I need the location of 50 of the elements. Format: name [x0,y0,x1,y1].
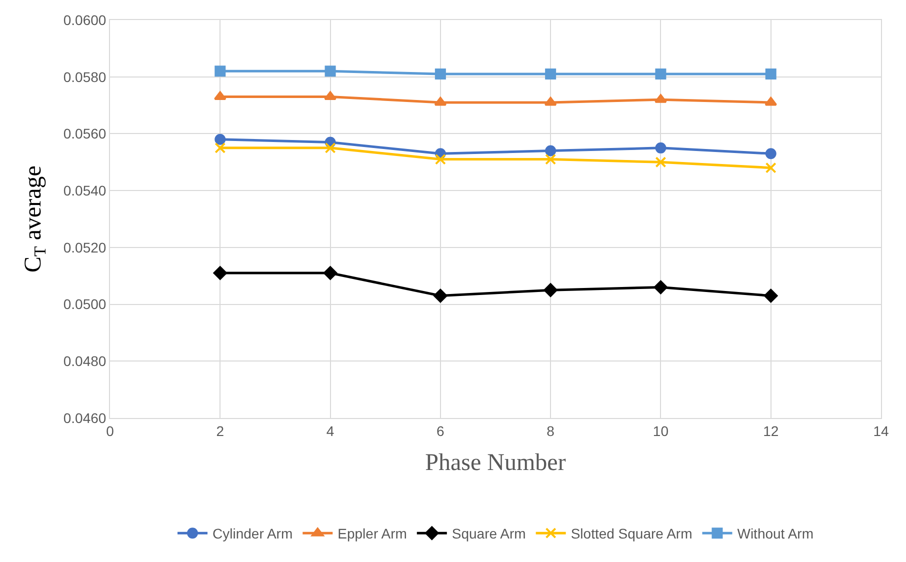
y-tick-label: 0.0520 [63,239,106,256]
y-tick-label: 0.0480 [63,353,106,370]
x-tick-label: 14 [873,422,889,439]
y-tick-label: 0.0540 [63,182,106,198]
point [214,142,226,154]
x-tick-label: 2 [216,422,224,439]
point [655,156,666,168]
point [765,68,776,80]
point [765,148,776,160]
point [655,68,666,80]
point [434,288,448,303]
point [324,142,336,154]
point [545,68,556,80]
x-tick-label: 8 [546,422,555,439]
x-tick-label: 6 [436,422,445,439]
point [544,283,558,297]
point [655,142,666,154]
legend-label: Eppler Arm [338,526,407,542]
legend-label: Cylinder Arm [212,526,293,542]
point [545,145,556,156]
y-tick-label: 0.0460 [63,410,106,426]
x-tick-label: 4 [326,422,334,439]
point [764,96,778,106]
point [434,96,447,106]
legend-label: Square Arm [452,526,526,542]
point [765,162,776,174]
point [434,154,446,165]
x-tick-label: 12 [763,422,779,439]
point [214,91,226,100]
y-tick-label: 0.0500 [63,296,106,312]
y-tick-label: 0.0580 [63,68,106,85]
point [324,91,336,100]
point [545,154,556,165]
x-axis-title: Phase Number [425,450,566,476]
point [213,266,227,280]
x-tick-label: 10 [652,422,669,439]
point [764,288,778,303]
point [544,96,557,106]
x-tick-label: 0 [106,422,114,439]
point [214,134,226,145]
point [324,66,336,77]
point [654,94,667,103]
y-tick-label: 0.0560 [63,126,106,142]
point [323,266,338,280]
point [214,66,226,77]
point [434,68,446,80]
y-tick-label: 0.0600 [63,12,106,28]
legend-label: Without Arm [737,526,814,542]
legend-label: Slotted Square Arm [570,526,692,542]
point [654,280,668,294]
